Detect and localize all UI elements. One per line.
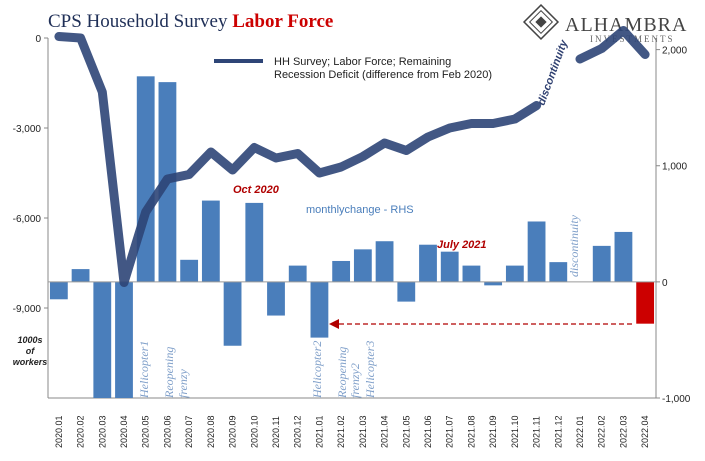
bar-2021.03 <box>353 249 372 282</box>
legend-text-line1: HH Survey; Labor Force; Remaining <box>274 56 451 68</box>
bar-2022.03 <box>614 231 633 282</box>
x-tick-label: 2022.04 <box>640 415 650 448</box>
x-axis-ticks: 2020.01 2020.02 2020.03 2020.04 2020.05 2020.… <box>54 415 650 448</box>
annotation-reopening-frenzy-1: Reopening <box>162 347 176 399</box>
annotation-reopening-frenzy2-1: Reopening <box>335 347 349 399</box>
units-line3: workers <box>13 357 48 367</box>
x-tick-label: 2020.03 <box>97 415 107 448</box>
x-tick-label: 2020.07 <box>184 415 194 448</box>
bar-2021.05 <box>397 281 416 302</box>
annotation-july-2021: July 2021 <box>437 239 487 251</box>
bar-2020.01 <box>49 281 68 300</box>
legend: HH Survey; Labor Force; Remaining Recess… <box>214 56 492 81</box>
left-axis-ticks: 0 -3,000 -6,000 -9,000 <box>13 34 48 315</box>
left-tick-label: -3,000 <box>13 124 42 135</box>
left-tick-label: -6,000 <box>13 214 42 225</box>
right-tick-label: 1,000 <box>662 162 687 173</box>
annotation-reopening-frenzy-2: frenzy <box>176 368 190 398</box>
bar-2020.09 <box>223 281 242 346</box>
diamond-logo-icon <box>522 3 560 41</box>
annotation-reopening-frenzy2-2: frenzy2 <box>348 363 362 398</box>
bar-2022.02 <box>592 245 611 282</box>
logo-name: ALHAMBRA <box>565 14 687 36</box>
bar-2020.02 <box>71 269 90 282</box>
x-tick-label: 2020.02 <box>76 415 86 448</box>
x-tick-label: 2021.05 <box>401 415 411 448</box>
bar-2021.04 <box>375 241 394 282</box>
x-tick-label: 2022.01 <box>575 415 585 448</box>
comparison-arrow <box>329 319 634 329</box>
annotation-helicopter2: Helicopter2 <box>310 341 324 399</box>
annotation-monthly-change: monthlychange - RHS <box>306 204 414 216</box>
x-tick-label: 2022.03 <box>618 415 628 448</box>
bar-series <box>49 76 655 398</box>
bar-2021.01 <box>310 281 329 338</box>
bar-2021.02 <box>332 260 351 282</box>
arrow-head-icon <box>329 319 339 329</box>
x-tick-label: 2021.01 <box>314 415 324 448</box>
labor-force-deficit-line <box>54 26 650 287</box>
bar-2021.12 <box>549 262 568 282</box>
bar-2020.05 <box>136 76 155 282</box>
bar-2021.08 <box>462 265 481 282</box>
x-tick-label: 2021.11 <box>532 416 542 448</box>
x-tick-label: 2021.06 <box>423 415 433 448</box>
x-tick-label: 2020.09 <box>228 415 238 448</box>
x-tick-label: 2020.05 <box>141 415 151 448</box>
x-tick-label: 2020.11 <box>271 416 281 448</box>
bar-2020.10 <box>245 202 264 282</box>
bar-2021.11 <box>527 221 546 282</box>
x-tick-label: 2021.03 <box>358 415 368 448</box>
x-tick-label: 2021.08 <box>466 415 476 448</box>
x-tick-label: 2021.09 <box>488 415 498 448</box>
units-line2: of <box>26 346 35 356</box>
x-tick-label: 2020.06 <box>162 415 172 448</box>
annotation-helicopter1: Helicopter1 <box>137 341 151 399</box>
bar-2021.09 <box>484 281 503 286</box>
bar-2020.08 <box>201 200 220 282</box>
bar-2020.04 <box>115 281 133 398</box>
bar-2021.06 <box>419 244 437 282</box>
alhambra-logo: ALHAMBRA INVESTMENTS <box>522 3 687 44</box>
bar-2020.11 <box>267 281 285 316</box>
bar-2022.04 <box>636 281 655 324</box>
bar-2020.07 <box>180 259 199 282</box>
legend-text-line2: Recession Deficit (difference from Feb 2… <box>274 69 492 81</box>
annotation-helicopter3: Helicopter3 <box>363 341 377 399</box>
x-tick-label: 2020.04 <box>119 415 129 448</box>
annotation-discontinuity-line: discontinuity <box>536 38 571 107</box>
x-tick-label: 2020.08 <box>206 415 216 448</box>
chart-title: CPS Household Survey Labor Force <box>48 11 333 32</box>
left-tick-label: -9,000 <box>13 304 42 315</box>
bar-2020.03 <box>93 281 112 398</box>
annotation-oct-2020: Oct 2020 <box>233 184 280 196</box>
x-tick-label: 2020.12 <box>293 415 303 448</box>
x-tick-label: 2021.04 <box>380 415 390 448</box>
units-line1: 1000s <box>17 335 42 345</box>
x-tick-label: 2020.01 <box>54 415 64 448</box>
right-tick-label: 2,000 <box>662 46 687 57</box>
x-tick-label: 2021.02 <box>336 415 346 448</box>
annotation-discontinuity-bar: discontinuity <box>567 214 581 277</box>
x-tick-label: 2021.12 <box>553 415 563 448</box>
x-tick-label: 2022.02 <box>597 415 607 448</box>
bar-2020.12 <box>288 265 307 282</box>
x-tick-label: 2021.10 <box>510 415 520 448</box>
right-tick-label: 0 <box>662 278 668 289</box>
x-tick-label: 2021.07 <box>445 415 455 448</box>
x-tick-label: 2020.10 <box>249 415 259 448</box>
right-tick-label: -1,000 <box>662 394 691 405</box>
bar-2021.07 <box>440 251 459 282</box>
right-axis-ticks: 2,000 1,000 0 -1,000 <box>656 46 691 405</box>
units-label: 1000s of workers <box>13 335 48 367</box>
bar-2021.10 <box>505 265 524 282</box>
left-tick-label: 0 <box>35 34 41 45</box>
